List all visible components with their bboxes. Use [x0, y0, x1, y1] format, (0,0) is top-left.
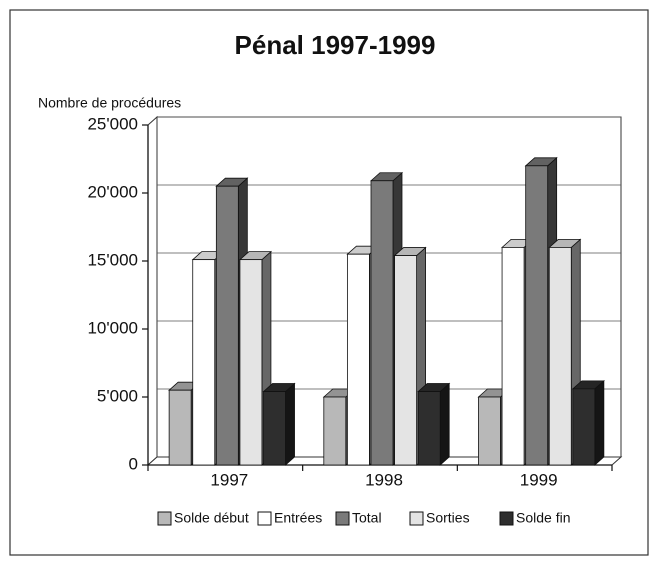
bar — [263, 391, 286, 466]
x-tick-label: 1999 — [520, 470, 558, 489]
bar — [168, 389, 192, 466]
bar-side — [439, 382, 450, 466]
x-tick-label: 1998 — [365, 470, 403, 489]
bar — [323, 396, 347, 466]
y-tick-label: 25'000 — [87, 114, 138, 133]
legend-label: Total — [352, 510, 382, 526]
legend-swatch — [157, 511, 172, 526]
bar — [192, 259, 216, 466]
bar — [501, 246, 525, 466]
bar — [346, 253, 370, 466]
bar — [370, 180, 394, 466]
legend-swatch — [335, 511, 350, 526]
bar — [394, 255, 418, 466]
bar — [478, 396, 501, 466]
y-tick-label: 0 — [129, 454, 138, 473]
bar — [548, 246, 572, 466]
legend-label: Entrées — [274, 510, 322, 526]
y-tick-label: 15'000 — [87, 250, 138, 269]
bar — [525, 165, 549, 466]
y-tick-label: 20'000 — [87, 182, 138, 201]
legend-swatch — [257, 511, 272, 526]
bar — [572, 388, 596, 466]
legend-label: Sorties — [426, 510, 470, 526]
bar — [215, 185, 239, 466]
bar — [417, 391, 441, 466]
legend-label: Solde fin — [516, 510, 570, 526]
bar — [239, 259, 263, 466]
bar-side — [285, 382, 295, 466]
legend-swatch — [499, 511, 514, 526]
side-wall — [147, 115, 158, 467]
x-tick-label: 1997 — [210, 470, 248, 489]
chart-title: Pénal 1997-1999 — [235, 30, 436, 60]
y-tick-label: 5'000 — [97, 386, 138, 405]
legend-swatch — [409, 511, 424, 526]
y-axis-label: Nombre de procédures — [38, 95, 181, 111]
legend-label: Solde début — [174, 510, 249, 526]
y-tick-label: 10'000 — [87, 318, 138, 337]
bar-side — [594, 379, 605, 466]
